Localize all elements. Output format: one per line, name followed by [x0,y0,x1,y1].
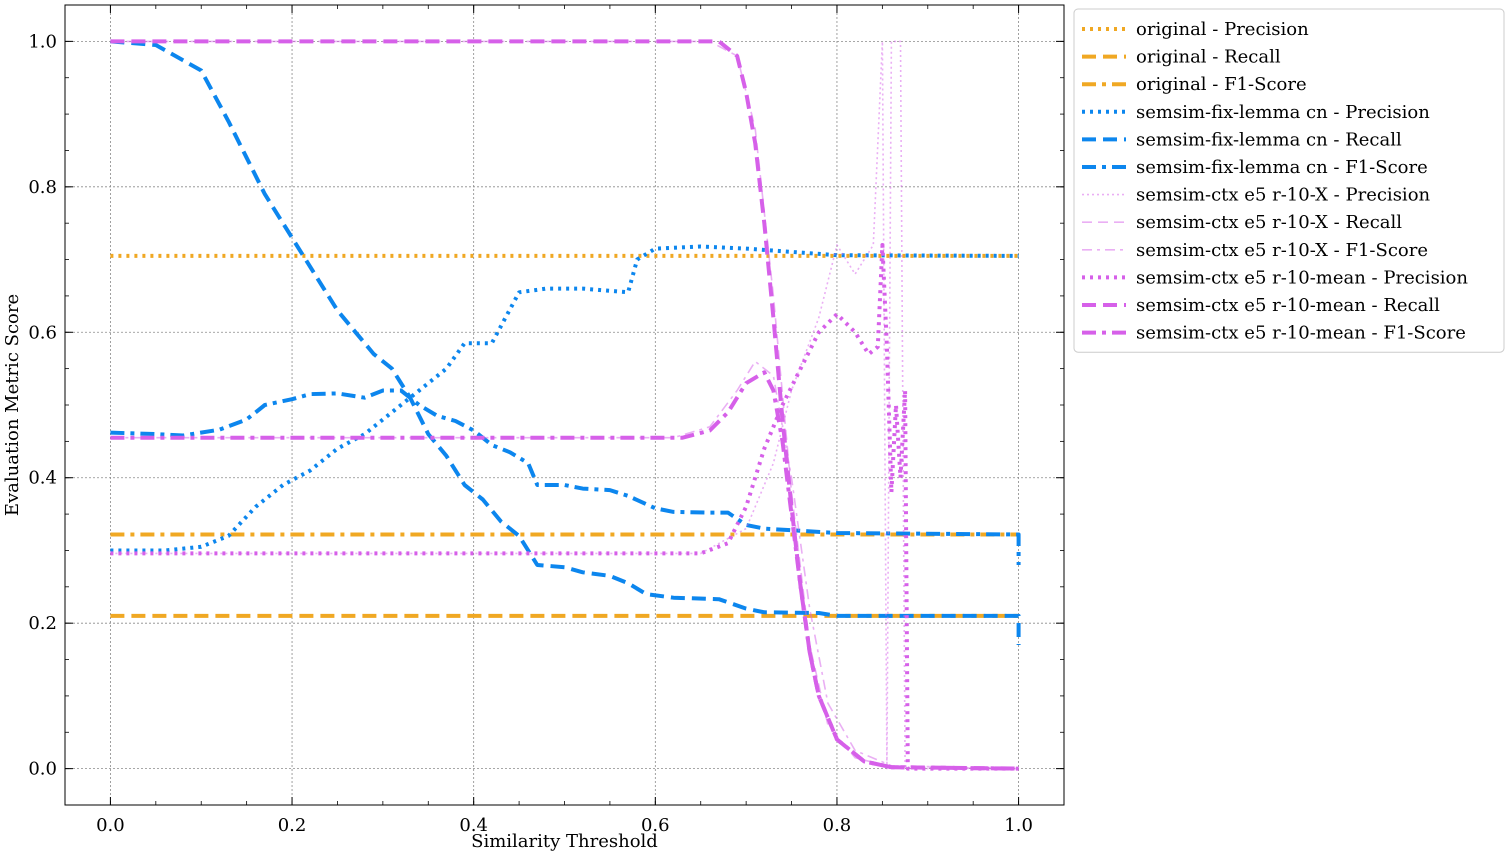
series-line [110,39,1021,645]
y-tick-label: 0.6 [28,322,57,343]
series-line [110,39,1019,771]
y-tick-label: 0.8 [28,177,57,198]
series-line [110,243,1019,771]
legend-label: semsim-ctx e5 r-10-X - Precision [1136,185,1431,206]
y-axis-label: Evaluation Metric Score [2,294,23,516]
series-line [110,40,1019,770]
legend-label: semsim-fix-lemma cn - F1-Score [1136,157,1428,178]
legend-label: semsim-ctx e5 r-10-mean - Recall [1136,295,1440,316]
y-tick-label: 0.2 [28,613,57,634]
legend-label: semsim-ctx e5 r-10-X - F1-Score [1136,240,1428,261]
legend-label: semsim-ctx e5 r-10-mean - F1-Score [1136,323,1466,344]
series-lines [110,39,1021,771]
legend-label: semsim-ctx e5 r-10-X - Recall [1136,212,1402,233]
legend: original - Precision original - Recall ori… [1073,8,1505,353]
x-axis-ticks: 0.0 0.2 0.4 0.6 0.8 1.0 [96,5,1033,836]
y-tick-label: 0.4 [28,468,57,489]
x-tick-label: 0.4 [459,815,488,836]
series-line [110,388,1021,565]
legend-label: semsim-fix-lemma cn - Precision [1136,102,1430,123]
legend-label: original - Recall [1136,47,1281,68]
legend-label: semsim-fix-lemma cn - Recall [1136,129,1402,150]
y-tick-label: 1.0 [28,31,57,52]
legend-frame [1073,8,1505,353]
series-line [110,40,1019,770]
x-axis-label: Similarity Threshold [471,831,658,852]
x-tick-label: 0.8 [823,815,852,836]
plot-frame [64,4,1065,806]
x-tick-label: 0.0 [96,815,125,836]
series-line [110,360,1019,770]
y-tick-label: 0.0 [28,759,57,780]
grid [65,5,1064,805]
series-line [110,244,1019,553]
series-line [110,370,1019,771]
legend-label: original - F1-Score [1136,74,1307,95]
axes [64,4,1065,806]
legend-label: original - Precision [1136,19,1309,40]
x-tick-label: 0.6 [641,815,670,836]
x-tick-label: 0.2 [278,815,307,836]
x-tick-label: 1.0 [1004,815,1033,836]
y-axis-ticks: 0.0 0.2 0.4 0.6 0.8 1.0 [28,31,1064,780]
legend-label: semsim-ctx e5 r-10-mean - Precision [1136,267,1468,288]
